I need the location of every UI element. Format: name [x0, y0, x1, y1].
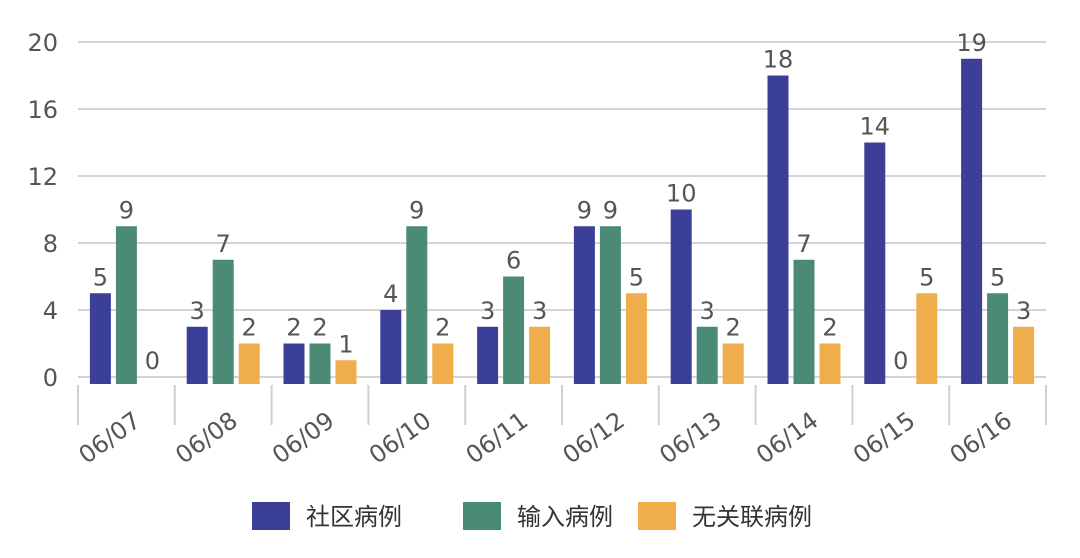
data-label: 7	[216, 230, 231, 258]
y-tick-label: 4	[43, 297, 58, 325]
bar	[819, 343, 841, 384]
data-label: 5	[93, 263, 108, 291]
x-tick-label: 06/13	[654, 406, 726, 469]
data-label: 9	[603, 196, 618, 224]
legend: 社区病例 输入病例 无关联病例	[252, 502, 812, 531]
data-label: 2	[242, 314, 257, 342]
data-label: 9	[119, 196, 134, 224]
data-label: 3	[700, 297, 715, 325]
x-axis: 06/07 06/08 06/09 06/10 06/11 06/12 06/13 06/14…	[74, 385, 1047, 470]
legend-swatch	[638, 502, 676, 530]
legend-swatch	[252, 502, 290, 530]
data-label: 2	[726, 314, 741, 342]
bar	[767, 75, 789, 384]
bar	[186, 326, 208, 384]
bar	[380, 310, 402, 384]
bar	[529, 326, 551, 384]
bar	[1013, 326, 1035, 384]
data-label: 2	[286, 314, 301, 342]
data-label: 7	[796, 230, 811, 258]
data-label: 19	[956, 29, 987, 57]
data-label: 3	[190, 297, 205, 325]
bar	[503, 276, 525, 384]
bar	[625, 293, 647, 384]
bar	[599, 226, 621, 384]
y-tick-label: 20	[27, 29, 58, 57]
bar	[670, 209, 692, 384]
data-label: 0	[145, 347, 160, 375]
y-tick-label: 16	[27, 96, 58, 124]
data-label: 0	[893, 347, 908, 375]
data-label: 5	[919, 263, 934, 291]
data-label: 3	[532, 297, 547, 325]
y-tick-label: 8	[43, 230, 58, 258]
bar	[89, 293, 111, 384]
data-label: 2	[822, 314, 837, 342]
data-label: 2	[312, 314, 327, 342]
bar	[406, 226, 428, 384]
bar	[722, 343, 744, 384]
bar	[987, 293, 1009, 384]
x-tick-label: 06/11	[461, 406, 533, 469]
bar	[432, 343, 454, 384]
bar	[696, 326, 718, 384]
data-label: 5	[629, 263, 644, 291]
y-tick-label: 0	[43, 364, 58, 392]
bars	[89, 58, 1035, 384]
data-label: 2	[435, 314, 450, 342]
data-label: 4	[383, 280, 398, 308]
x-tick-label: 06/09	[267, 406, 339, 469]
legend-swatch	[463, 502, 501, 530]
bar	[793, 259, 815, 384]
y-axis: 0 4 8 12 16 20	[27, 29, 58, 392]
data-label: 3	[480, 297, 495, 325]
data-label: 5	[990, 263, 1005, 291]
bar	[864, 142, 886, 384]
bar	[309, 343, 331, 384]
data-label: 3	[1016, 297, 1031, 325]
data-label: 9	[577, 196, 592, 224]
bar	[477, 326, 499, 384]
bar	[115, 226, 137, 384]
x-tick-label: 06/10	[364, 406, 436, 469]
bar	[335, 360, 357, 384]
x-tick-label: 06/15	[848, 406, 920, 469]
bar	[916, 293, 938, 384]
x-tick-label: 06/08	[170, 406, 242, 469]
y-tick-label: 12	[27, 163, 58, 191]
data-label: 6	[506, 247, 521, 275]
data-label: 10	[666, 180, 697, 208]
x-tick-label: 06/14	[751, 406, 823, 469]
bar	[283, 343, 305, 384]
legend-label: 无关联病例	[692, 503, 812, 531]
x-tick-label: 06/16	[945, 406, 1017, 469]
bar	[573, 226, 595, 384]
x-tick-label: 06/12	[558, 406, 630, 469]
bar	[238, 343, 260, 384]
data-label: 14	[860, 113, 891, 141]
legend-label: 输入病例	[517, 503, 613, 531]
legend-label: 社区病例	[306, 503, 402, 531]
x-tick-label: 06/07	[74, 406, 146, 469]
data-label: 18	[763, 46, 794, 74]
data-label: 1	[338, 330, 353, 358]
data-label: 9	[409, 196, 424, 224]
bar	[961, 58, 983, 384]
bar	[212, 259, 234, 384]
